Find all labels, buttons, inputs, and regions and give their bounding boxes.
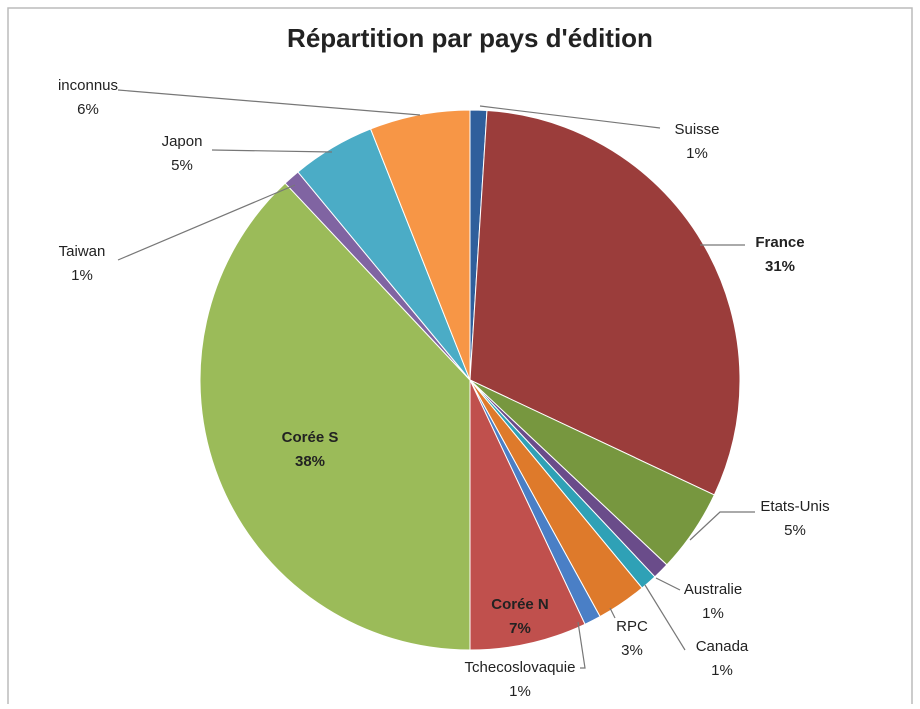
leader-line: [644, 584, 686, 651]
slice-label: Corée S: [282, 429, 339, 446]
leader-line: [577, 621, 586, 669]
slice-label: inconnus: [58, 77, 118, 94]
leader-line: [655, 577, 681, 591]
leader-line: [211, 149, 333, 153]
leader-line: [689, 511, 755, 541]
slice-label: Australie: [684, 581, 742, 598]
leader-line: [117, 89, 421, 116]
chart-title: Répartition par pays d'édition: [287, 23, 653, 53]
slice-label: Corée N: [491, 596, 549, 613]
slice-value-label: 7%: [509, 620, 531, 637]
slice-label: France: [755, 234, 804, 251]
slice-value-label: 1%: [509, 683, 531, 700]
slice-value-label: 38%: [295, 453, 325, 470]
slice-value-label: 1%: [71, 267, 93, 284]
slice-label: Taiwan: [59, 243, 106, 260]
slice-value-label: 1%: [711, 662, 733, 679]
pie-slice: [469, 110, 741, 496]
slice-value-label: 1%: [686, 145, 708, 162]
slice-label: Etats-Unis: [760, 498, 829, 515]
slice-value-label: 5%: [171, 157, 193, 174]
slice-value-label: 31%: [765, 258, 795, 275]
slice-value-label: 5%: [784, 522, 806, 539]
slice-value-label: 1%: [702, 605, 724, 622]
pie-slice: [469, 379, 586, 651]
leader-line: [117, 184, 296, 261]
slice-value-label: 6%: [77, 101, 99, 118]
leader-line: [479, 105, 661, 129]
leader-line: [609, 607, 616, 619]
slice-value-label: 3%: [621, 642, 643, 659]
slice-label: Tchecoslovaquie: [465, 659, 576, 676]
pie-slice: [199, 182, 471, 651]
slice-label: RPC: [616, 618, 648, 635]
slice-label: Japon: [162, 133, 203, 150]
slice-label: Canada: [696, 638, 749, 655]
slice-label: Suisse: [674, 121, 719, 138]
